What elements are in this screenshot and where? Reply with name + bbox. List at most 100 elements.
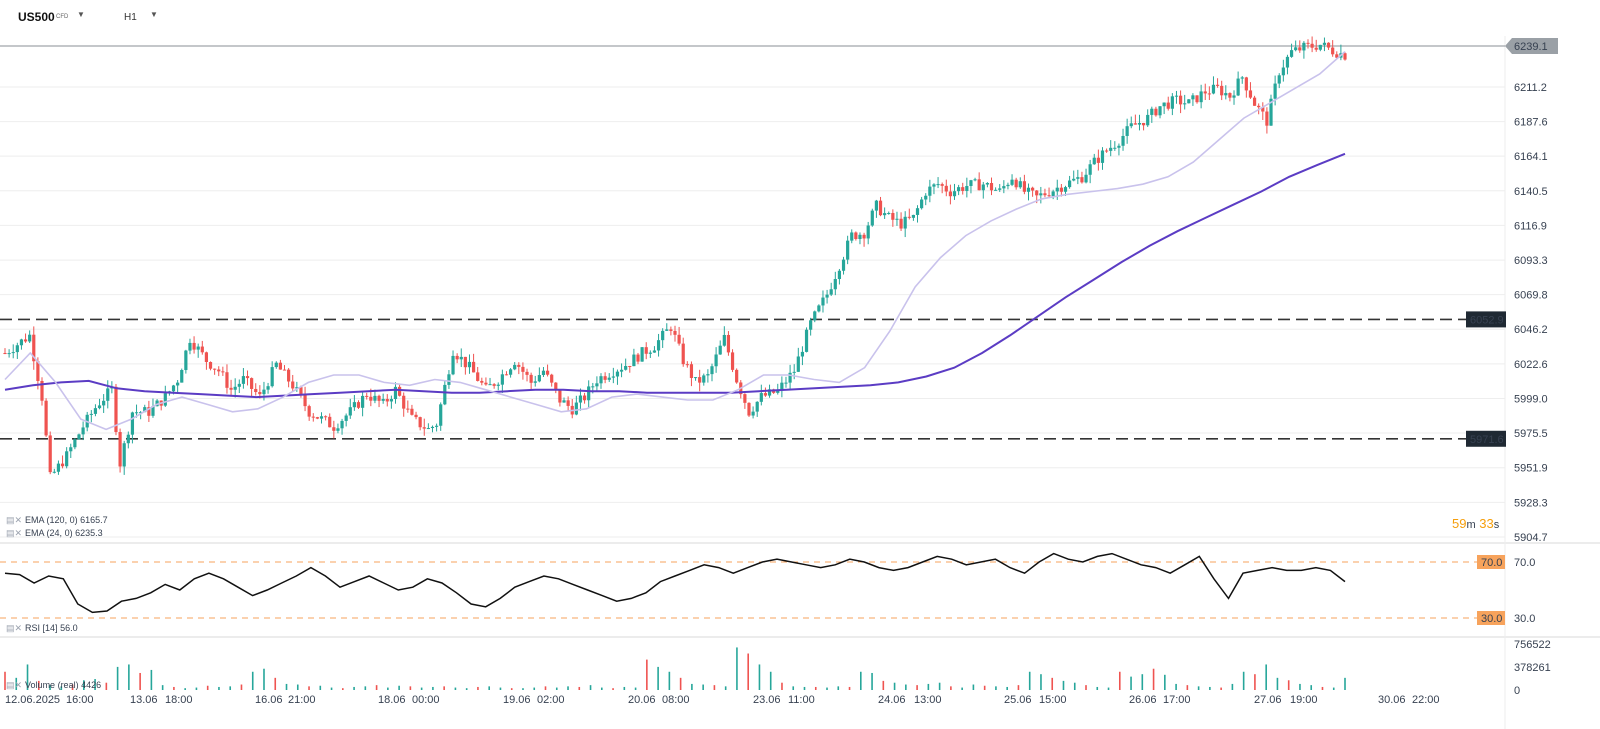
volume-bar xyxy=(1006,686,1008,690)
candle-body xyxy=(730,352,735,370)
candle-body xyxy=(93,408,98,414)
volume-bar xyxy=(724,686,727,690)
volume-bar xyxy=(781,682,783,690)
instrument-type-label: CFD xyxy=(56,14,69,20)
candle-body xyxy=(743,394,747,403)
volume-bar xyxy=(60,686,63,690)
candle-body xyxy=(578,395,583,403)
volume-bar xyxy=(251,671,254,690)
candle-body xyxy=(496,384,500,386)
candle-body xyxy=(143,407,147,413)
candle-body xyxy=(1236,78,1240,96)
candle-body xyxy=(714,354,718,367)
symbol-label[interactable]: US500 xyxy=(18,10,55,24)
candle-body xyxy=(389,399,393,402)
current-price-label-bg xyxy=(1505,38,1558,54)
candle-body xyxy=(151,406,155,416)
volume-bar xyxy=(218,686,220,690)
candle-body xyxy=(484,382,488,385)
volume-bar xyxy=(533,687,536,690)
volume-bar xyxy=(702,684,704,690)
volume-bar xyxy=(229,686,232,690)
volume-bar xyxy=(1321,686,1324,690)
candle-body xyxy=(1146,114,1150,126)
candle-body xyxy=(1051,191,1055,197)
settings-icon[interactable]: ▤✕ xyxy=(6,528,23,538)
y-tick-label: 6140.5 xyxy=(1514,186,1548,198)
timeframe-label[interactable]: H1 xyxy=(124,12,137,23)
settings-icon[interactable]: ▤✕ xyxy=(6,623,23,633)
candle-body xyxy=(1026,187,1031,192)
candle-body xyxy=(126,434,130,444)
candle-body xyxy=(1252,97,1257,106)
candle-body xyxy=(911,214,916,218)
volume-bar xyxy=(319,685,322,690)
candle-body xyxy=(176,382,180,386)
candle-body xyxy=(1047,195,1051,197)
candle-body xyxy=(998,188,1002,190)
candle-body xyxy=(1104,150,1109,152)
candle-body xyxy=(319,416,324,419)
candle-body xyxy=(599,376,603,384)
y-tick-label: 6069.8 xyxy=(1514,290,1548,302)
y-tick-label: 6116.9 xyxy=(1514,220,1547,232)
candle-body xyxy=(60,463,65,467)
volume-bar xyxy=(1141,674,1144,690)
ema24-legend-name: EMA (24, 0) xyxy=(25,528,73,538)
volume-bar xyxy=(161,685,164,690)
candle-body xyxy=(994,189,998,191)
candle-body xyxy=(81,427,85,435)
candle-body xyxy=(508,369,513,375)
candle-body xyxy=(529,374,533,383)
x-tick-label: 20.06 xyxy=(628,694,656,706)
candle-body xyxy=(410,408,414,415)
candle-body xyxy=(899,218,903,229)
candle-body xyxy=(434,425,439,427)
candle-body xyxy=(1285,56,1290,68)
candle-body xyxy=(1166,102,1170,109)
candle-body xyxy=(1261,107,1265,112)
ema24-legend: ▤✕ EMA (24, 0) 6235.3 xyxy=(6,528,103,539)
candle-body xyxy=(225,372,229,388)
candle-body xyxy=(833,279,837,290)
x-tick-label: 21:00 xyxy=(288,694,316,706)
volume-bar xyxy=(1073,682,1076,690)
chevron-down-icon[interactable]: ▼ xyxy=(77,10,85,19)
candle-body xyxy=(237,383,241,387)
volume-bar xyxy=(443,686,445,690)
volume-bar xyxy=(995,686,997,690)
candle-body xyxy=(1137,122,1142,125)
candle-body xyxy=(52,471,56,473)
volume-bar xyxy=(1096,686,1099,690)
volume-bar xyxy=(522,688,524,690)
x-tick-label: 13.06 xyxy=(130,694,158,706)
candle-body xyxy=(208,362,213,369)
volume-bar xyxy=(477,686,479,690)
candle-body xyxy=(776,389,780,393)
settings-icon[interactable]: ▤✕ xyxy=(6,515,23,525)
candle-body xyxy=(677,334,681,344)
volume-bar xyxy=(263,668,265,690)
candle-body xyxy=(591,386,595,388)
candle-body xyxy=(1248,90,1253,98)
candle-body xyxy=(829,289,833,295)
candle-body xyxy=(735,369,739,383)
settings-icon[interactable]: ▤✕ xyxy=(6,680,23,690)
candle-body xyxy=(924,195,928,200)
volume-legend-name: Volume (real) xyxy=(25,680,79,690)
candle-body xyxy=(1117,145,1121,148)
candle-body xyxy=(1277,75,1281,84)
candle-body xyxy=(615,371,620,377)
candle-body xyxy=(7,353,11,355)
volume-bar xyxy=(488,686,491,690)
x-tick-label: 18.06 xyxy=(378,694,406,706)
volume-bar xyxy=(1220,687,1222,690)
candle-body xyxy=(681,343,685,365)
candle-body xyxy=(763,393,768,396)
chevron-down-icon[interactable]: ▼ xyxy=(150,10,158,19)
level-label-bg xyxy=(1466,311,1506,328)
candle-body xyxy=(11,352,15,354)
volume-bar xyxy=(184,688,186,690)
volume-bar xyxy=(49,685,51,690)
